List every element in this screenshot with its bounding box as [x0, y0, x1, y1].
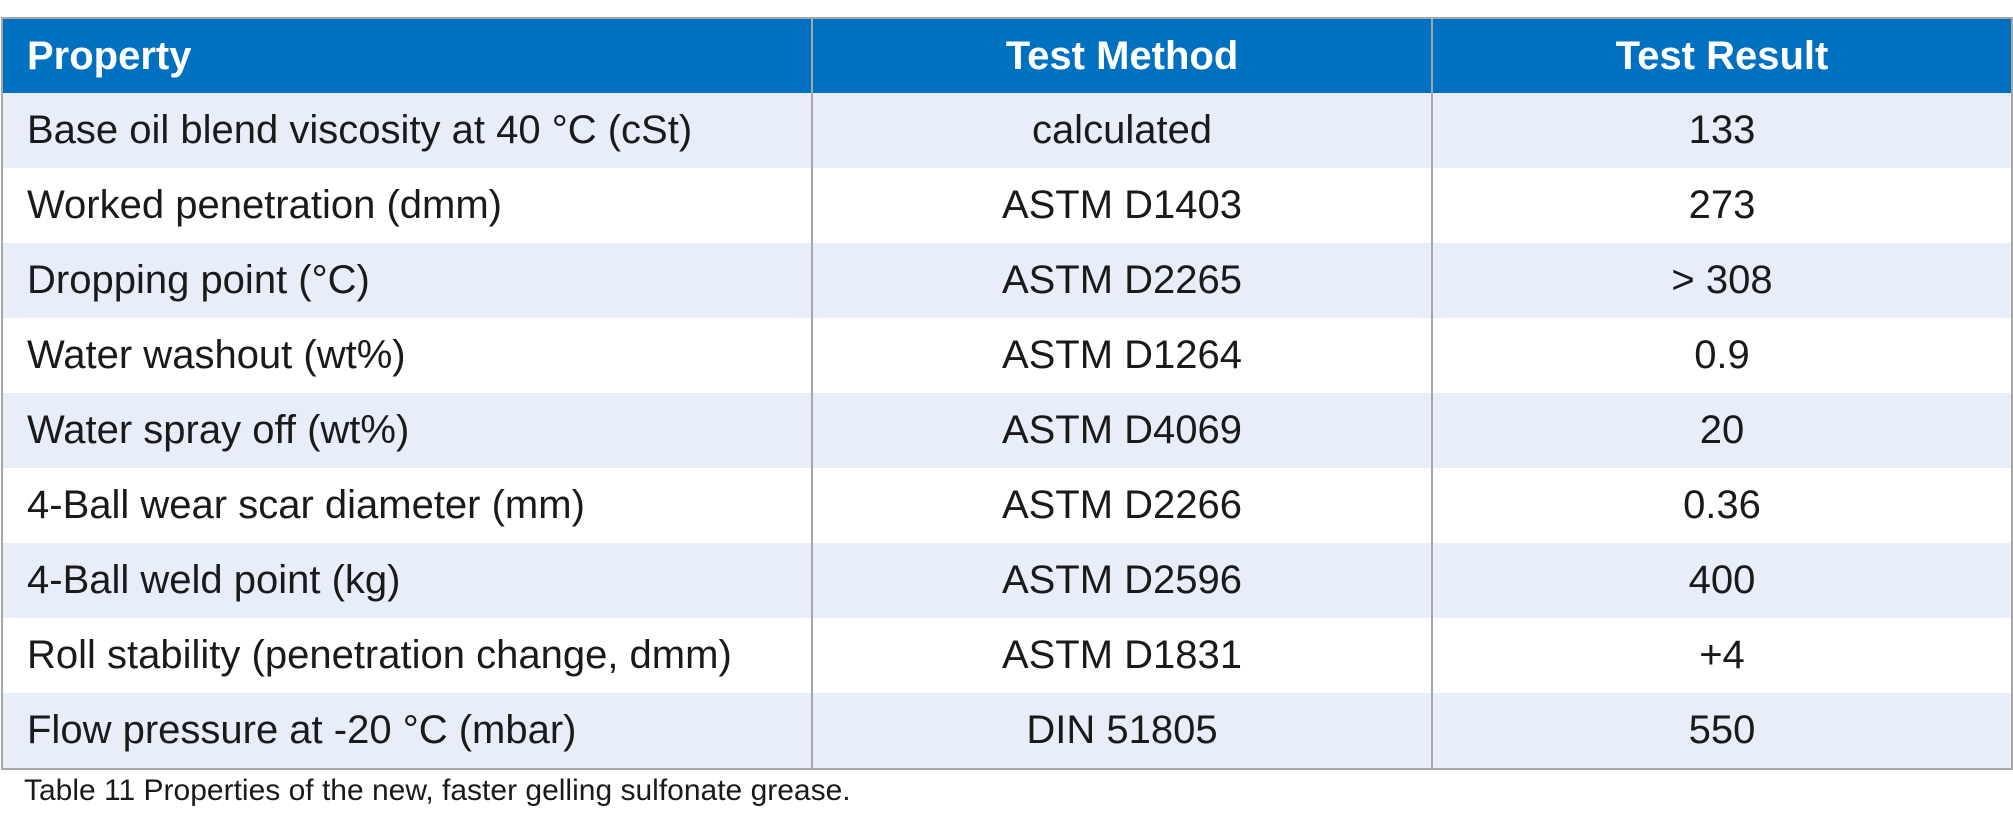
- cell-property: Water spray off (wt%): [2, 393, 813, 468]
- cell-test-method: ASTM D1831: [812, 618, 1433, 693]
- properties-table: Property Test Method Test Result Base oi…: [1, 17, 2013, 770]
- cell-test-result: +4: [1432, 618, 2012, 693]
- table-row: Water washout (wt%) ASTM D1264 0.9: [2, 318, 2012, 393]
- cell-property: Water washout (wt%): [2, 318, 813, 393]
- table-row: Water spray off (wt%) ASTM D4069 20: [2, 393, 2012, 468]
- table-row: Flow pressure at -20 °C (mbar) DIN 51805…: [2, 693, 2012, 769]
- cell-test-result: 273: [1432, 168, 2012, 243]
- header-test-result: Test Result: [1432, 18, 2012, 93]
- cell-test-method: calculated: [812, 93, 1433, 168]
- cell-test-result: > 308: [1432, 243, 2012, 318]
- table-row: 4-Ball weld point (kg) ASTM D2596 400: [2, 543, 2012, 618]
- table-header: Property Test Method Test Result: [2, 18, 2012, 93]
- cell-property: Flow pressure at -20 °C (mbar): [2, 693, 813, 769]
- table-body: Base oil blend viscosity at 40 °C (cSt) …: [2, 93, 2012, 769]
- header-test-method: Test Method: [812, 18, 1433, 93]
- cell-property: Worked penetration (dmm): [2, 168, 813, 243]
- cell-test-method: DIN 51805: [812, 693, 1433, 769]
- cell-property: Base oil blend viscosity at 40 °C (cSt): [2, 93, 813, 168]
- cell-property: 4-Ball wear scar diameter (mm): [2, 468, 813, 543]
- cell-test-method: ASTM D2265: [812, 243, 1433, 318]
- cell-property: Dropping point (°C): [2, 243, 813, 318]
- table-row: 4-Ball wear scar diameter (mm) ASTM D226…: [2, 468, 2012, 543]
- table-caption: Table 11 Properties of the new, faster g…: [24, 774, 851, 807]
- cell-test-method: ASTM D4069: [812, 393, 1433, 468]
- cell-test-method: ASTM D2596: [812, 543, 1433, 618]
- cell-property: Roll stability (penetration change, dmm): [2, 618, 813, 693]
- cell-test-result: 133: [1432, 93, 2012, 168]
- cell-test-method: ASTM D2266: [812, 468, 1433, 543]
- cell-test-result: 550: [1432, 693, 2012, 769]
- cell-test-result: 400: [1432, 543, 2012, 618]
- table-row: Worked penetration (dmm) ASTM D1403 273: [2, 168, 2012, 243]
- properties-table-container: Property Test Method Test Result Base oi…: [1, 17, 2013, 770]
- table-row: Base oil blend viscosity at 40 °C (cSt) …: [2, 93, 2012, 168]
- cell-test-result: 0.36: [1432, 468, 2012, 543]
- cell-property: 4-Ball weld point (kg): [2, 543, 813, 618]
- header-property: Property: [2, 18, 813, 93]
- table-row: Dropping point (°C) ASTM D2265 > 308: [2, 243, 2012, 318]
- table-row: Roll stability (penetration change, dmm)…: [2, 618, 2012, 693]
- cell-test-method: ASTM D1403: [812, 168, 1433, 243]
- header-row: Property Test Method Test Result: [2, 18, 2012, 93]
- cell-test-method: ASTM D1264: [812, 318, 1433, 393]
- cell-test-result: 0.9: [1432, 318, 2012, 393]
- cell-test-result: 20: [1432, 393, 2012, 468]
